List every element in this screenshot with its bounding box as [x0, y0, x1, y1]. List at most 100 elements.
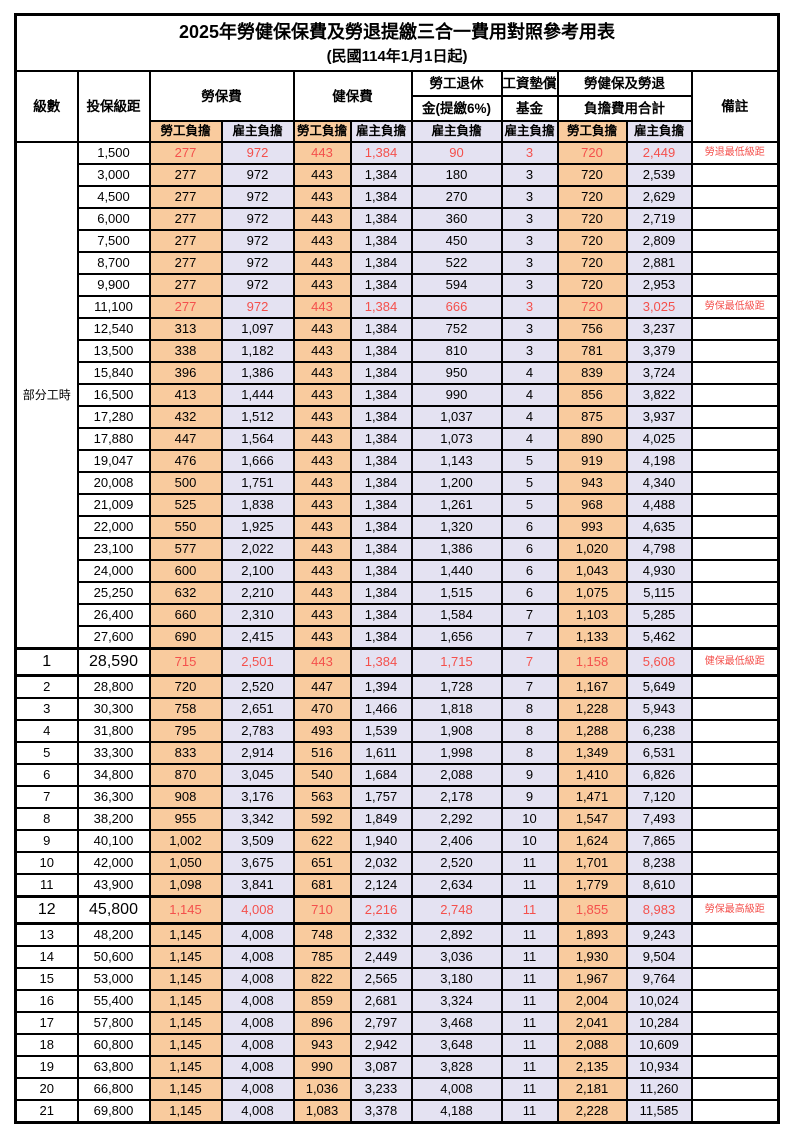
value-cell: 720: [556, 295, 628, 319]
value-cell: 443: [292, 141, 352, 165]
note-cell: [690, 851, 780, 875]
value-cell: 443: [292, 339, 352, 363]
value-cell: 1,050: [148, 851, 223, 875]
value-cell: 1,133: [556, 625, 628, 650]
value-cell: 9: [500, 785, 559, 809]
value-cell: 1,384: [349, 559, 413, 583]
value-cell: 1,145: [148, 1099, 223, 1124]
col-header-bracket: 投保級距: [76, 70, 151, 143]
value-cell: 277: [148, 185, 223, 209]
table-row: 20,008 500 1,751 443 1,384 1,200 5 943 4,340: [16, 471, 780, 495]
value-cell: 690: [148, 625, 223, 650]
value-cell: 5,608: [625, 647, 693, 677]
value-cell: 2,520: [410, 851, 503, 875]
value-cell: 5,115: [625, 581, 693, 605]
table-row: 7 36,300 908 3,176 563 1,757 2,178 9 1,471 7,120: [14, 785, 780, 809]
value-cell: 11: [500, 945, 559, 969]
note-cell: [690, 945, 780, 969]
value-cell: 6: [500, 559, 559, 583]
bracket-cell: 6,000: [76, 207, 151, 231]
bracket-cell: 20,008: [76, 471, 151, 495]
value-cell: 277: [148, 163, 223, 187]
value-cell: 870: [148, 763, 223, 787]
note-cell: [690, 361, 780, 385]
value-cell: 2,953: [625, 273, 693, 297]
value-cell: 3,822: [625, 383, 693, 407]
value-cell: 5: [500, 471, 559, 495]
table-row: 16 55,400 1,145 4,008 859 2,681 3,324 11 2,004 10…: [14, 989, 780, 1013]
value-cell: 720: [556, 185, 628, 209]
value-cell: 8: [500, 697, 559, 721]
value-cell: 2,449: [349, 945, 413, 969]
value-cell: 6,531: [625, 741, 693, 765]
value-cell: 11: [500, 1055, 559, 1079]
note-cell: 健保最低級距: [690, 647, 780, 677]
table-row: 10 42,000 1,050 3,675 651 2,032 2,520 11 1,701 8,…: [14, 851, 780, 875]
value-cell: 1,444: [220, 383, 295, 407]
bracket-cell: 53,000: [76, 967, 151, 991]
value-cell: 500: [148, 471, 223, 495]
bracket-cell: 26,400: [76, 603, 151, 627]
table-row: 17,880 447 1,564 443 1,384 1,073 4 890 4,025: [16, 427, 780, 451]
value-cell: 11,585: [625, 1099, 693, 1124]
value-cell: 1,158: [556, 647, 628, 677]
value-cell: 1,145: [148, 989, 223, 1013]
value-cell: 540: [292, 763, 352, 787]
value-cell: 2,629: [625, 185, 693, 209]
value-cell: 4: [500, 361, 559, 385]
note-cell: [690, 989, 780, 1013]
value-cell: 10,284: [625, 1011, 693, 1035]
value-cell: 2,565: [349, 967, 413, 991]
value-cell: 3,509: [220, 829, 295, 853]
value-cell: 338: [148, 339, 223, 363]
value-cell: 592: [292, 807, 352, 831]
value-cell: 10: [500, 829, 559, 853]
value-cell: 972: [220, 163, 295, 187]
value-cell: 2,100: [220, 559, 295, 583]
bracket-cell: 60,800: [76, 1033, 151, 1057]
table-row: 21 69,800 1,145 4,008 1,083 3,378 4,188 11 2,228…: [14, 1099, 780, 1124]
value-cell: 443: [292, 603, 352, 627]
value-cell: 748: [292, 922, 352, 947]
note-cell: [690, 829, 780, 853]
table-row: 4,500 277 972 443 1,384 270 3 720 2,629: [16, 185, 780, 209]
bracket-cell: 15,840: [76, 361, 151, 385]
subheader-pension-employer: 雇主負擔: [410, 120, 503, 143]
value-cell: 4,188: [410, 1099, 503, 1124]
value-cell: 4,798: [625, 537, 693, 561]
value-cell: 5,943: [625, 697, 693, 721]
value-cell: 6: [500, 515, 559, 539]
value-cell: 3,378: [349, 1099, 413, 1124]
note-cell: [690, 967, 780, 991]
col-header-remark: 備註: [690, 70, 780, 143]
value-cell: 447: [292, 674, 352, 699]
value-cell: 8,238: [625, 851, 693, 875]
value-cell: 8,610: [625, 873, 693, 898]
value-cell: 890: [556, 427, 628, 451]
value-cell: 1,584: [410, 603, 503, 627]
bracket-cell: 24,000: [76, 559, 151, 583]
value-cell: 3,180: [410, 967, 503, 991]
table-row: 14 50,600 1,145 4,008 785 2,449 3,036 11 1,930 9,…: [14, 945, 780, 969]
table-row: 6 34,800 870 3,045 540 1,684 2,088 9 1,410 6,826: [14, 763, 780, 787]
value-cell: 516: [292, 741, 352, 765]
value-cell: 3: [500, 273, 559, 297]
table-row: 部分工時 1,500 277 972 443 1,384 90 3 720 2,449 勞退最低級距: [14, 141, 780, 650]
bracket-cell: 19,047: [76, 449, 151, 473]
value-cell: 1,908: [410, 719, 503, 743]
value-cell: 8,983: [625, 895, 693, 925]
value-cell: 11: [500, 922, 559, 947]
value-cell: 3,233: [349, 1077, 413, 1101]
value-cell: 1,143: [410, 449, 503, 473]
value-cell: 2,210: [220, 581, 295, 605]
table-row: 17 57,800 1,145 4,008 896 2,797 3,468 11 2,041 10…: [14, 1011, 780, 1035]
note-cell: [690, 537, 780, 561]
value-cell: 277: [148, 295, 223, 319]
bracket-cell: 13,500: [76, 339, 151, 363]
value-cell: 1,384: [349, 449, 413, 473]
value-cell: 919: [556, 449, 628, 473]
value-cell: 720: [556, 251, 628, 275]
value-cell: 3,648: [410, 1033, 503, 1057]
note-cell: [690, 449, 780, 473]
value-cell: 7,493: [625, 807, 693, 831]
